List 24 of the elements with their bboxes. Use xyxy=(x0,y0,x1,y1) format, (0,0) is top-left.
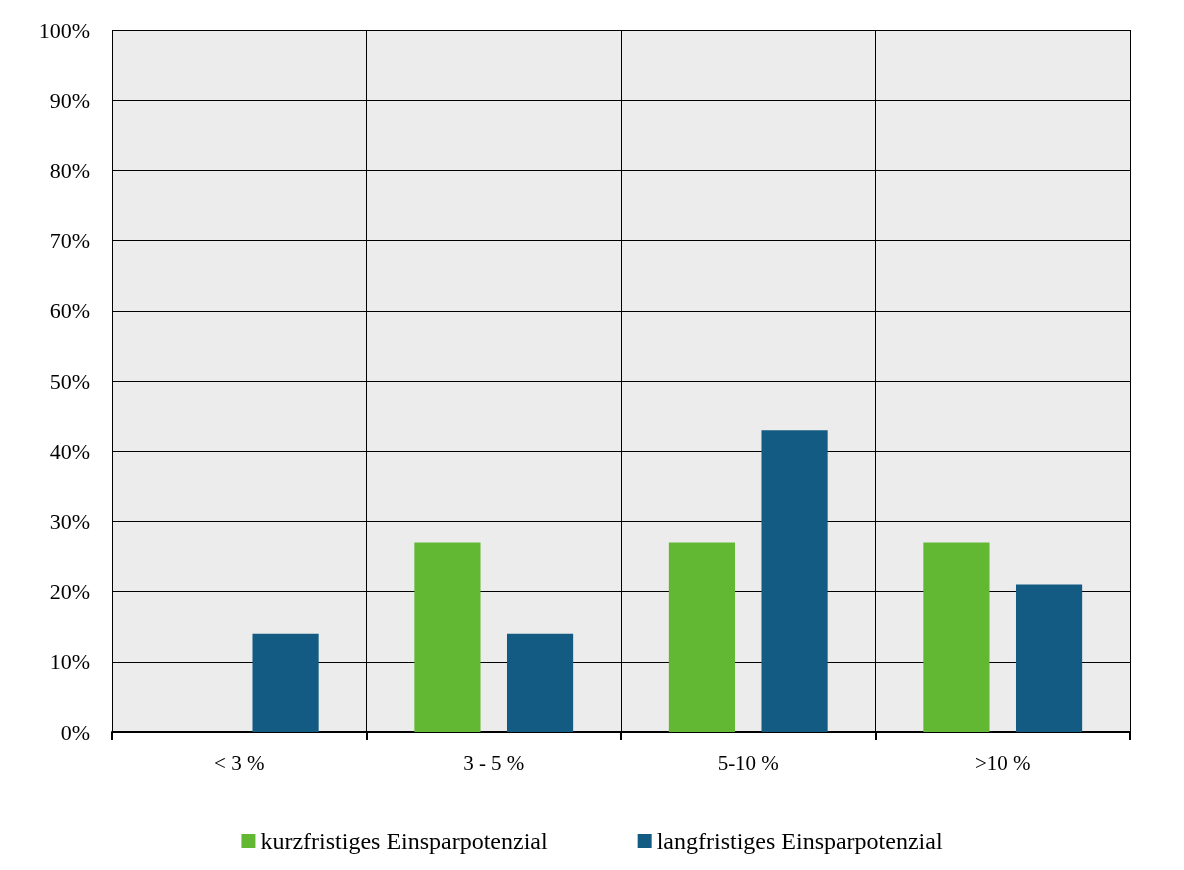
y-tick-label: 80% xyxy=(49,157,90,183)
y-tick-label: 100% xyxy=(38,17,90,43)
x-tick-label: >10 % xyxy=(974,750,1031,775)
bar xyxy=(1015,584,1083,732)
bar xyxy=(761,430,828,732)
bar xyxy=(923,542,990,732)
y-tick-label: 90% xyxy=(49,87,90,113)
legend-label: kurzfristiges Einsparpotenzial xyxy=(260,828,548,854)
bar xyxy=(414,542,481,732)
y-tick-label: 10% xyxy=(49,649,90,675)
y-tick-label: 30% xyxy=(49,508,90,534)
x-tick-label: 3 - 5 % xyxy=(463,750,525,775)
legend-label: langfristiges Einsparpotenzial xyxy=(656,828,943,854)
bar xyxy=(506,633,574,732)
x-tick-label: < 3 % xyxy=(214,750,265,775)
y-tick-label: 50% xyxy=(49,368,90,394)
y-tick-label: 0% xyxy=(60,719,90,745)
bar xyxy=(252,633,319,732)
bar xyxy=(668,542,736,732)
y-tick-label: 20% xyxy=(49,579,90,605)
y-tick-label: 60% xyxy=(49,298,90,324)
y-tick-label: 70% xyxy=(49,228,90,254)
x-tick-label: 5-10 % xyxy=(717,750,779,775)
y-tick-label: 40% xyxy=(49,438,90,464)
